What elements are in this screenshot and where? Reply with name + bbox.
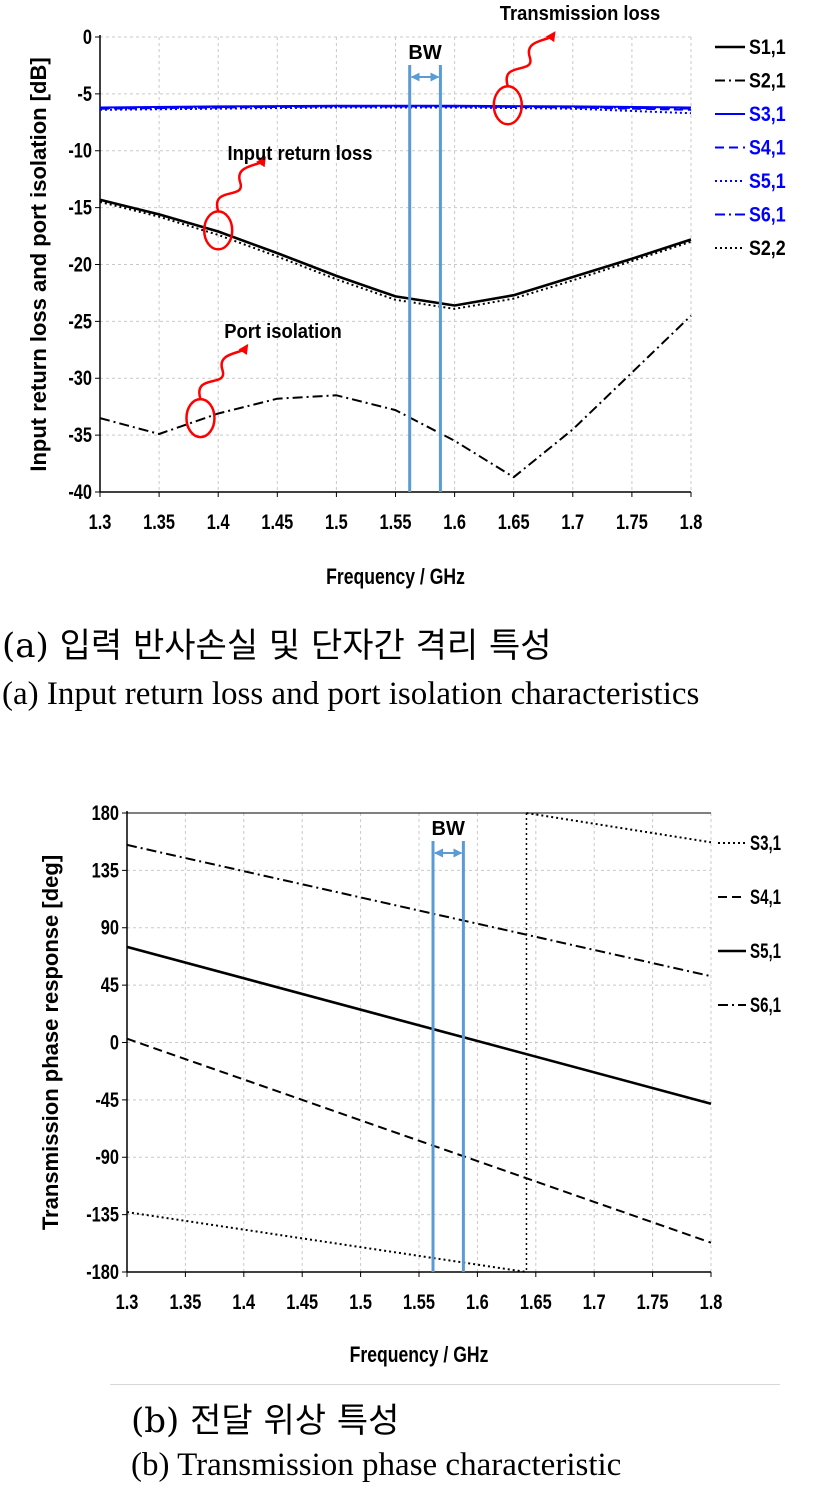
chart1-series-S1-1-line: [99, 198, 692, 307]
chart1-annotation-label: Port isolation: [224, 321, 341, 343]
chart1-y-tick-label: -35: [68, 423, 92, 446]
chart2-x-tick-label: 1.6: [466, 1290, 489, 1313]
chart1-annotation-label: Input return loss: [227, 143, 372, 165]
chart1-series-S5-1-line: [99, 106, 692, 115]
chart1-annotation-arrow: [198, 343, 249, 400]
chart1-x-tick-label: 1.45: [261, 510, 293, 533]
chart1-x-tick-label: 1.3: [89, 510, 112, 533]
chart1-x-tick-label: 1.5: [325, 510, 348, 533]
chart1-x-tick-label: 1.7: [561, 510, 584, 533]
chart2-y-tick-label: -135: [86, 1203, 119, 1226]
chart2-y-tick-label: -45: [95, 1088, 119, 1111]
chart2-x-tick-label: 1.35: [169, 1290, 201, 1313]
chart1-y-tick-label: -15: [68, 196, 92, 219]
chart2-legend-label: S4,1: [750, 884, 781, 908]
chart2-y-tick-label: 180: [92, 801, 119, 824]
chart1-y-tick-label: -30: [68, 366, 92, 389]
chart1-legend-label: S2,2: [749, 237, 786, 261]
chart2-x-tick-label: 1.3: [116, 1290, 139, 1313]
caption-a-english: (a) Input return loss and port isolation…: [2, 676, 700, 712]
chart1-annotation-circle: [185, 397, 216, 439]
chart1-y-tick-label: -25: [68, 309, 92, 332]
caption-b-korean: (b) 전달 위상 특성: [131, 1401, 400, 1441]
chart2-legend-label: S5,1: [750, 938, 781, 962]
chart2-legend-label: S3,1: [750, 830, 781, 854]
chart1-x-tick-label: 1.35: [143, 510, 175, 533]
chart2-y-tick-label: -90: [95, 1145, 119, 1168]
chart1-legend-label: S3,1: [749, 103, 786, 127]
chart1-series-S2-1-line: [99, 314, 692, 479]
chart1-y-tick-label: -5: [77, 82, 92, 105]
chart1-bw-label: BW: [408, 42, 441, 64]
chart2-y-tick-label: 90: [101, 916, 119, 939]
chart1-y-tick-label: -40: [68, 480, 92, 503]
chart1-series-S2-2-line: [99, 200, 692, 310]
chart2-bw-label: BW: [432, 818, 465, 840]
chart2-series-S4-1-line: [126, 1037, 712, 1244]
chart2-x-tick-label: 1.65: [520, 1290, 552, 1313]
chart1-annotation-arrow: [505, 31, 556, 87]
chart1-x-tick-label: 1.55: [380, 510, 412, 533]
chart1-annotation-label: Transmission loss: [500, 3, 660, 25]
chart2-series-S3-1-line: [126, 1211, 527, 1273]
caption-b-english: (b) Transmission phase characteristic: [131, 1447, 622, 1483]
chart1-x-axis-label: Frequency / GHz: [326, 565, 465, 589]
chart2-x-tick-label: 1.5: [349, 1290, 372, 1313]
chart1-y-tick-label: -20: [68, 253, 92, 276]
chart1-x-tick-label: 1.4: [207, 510, 230, 533]
chart2-y-axis-label: Transmission phase response [deg]: [38, 855, 63, 1230]
chart2-series-S5-1-line: [126, 945, 712, 1105]
chart2-y-tick-label: 135: [92, 858, 119, 881]
chart1-legend-label: S4,1: [749, 136, 786, 160]
chart1-legend-label: S1,1: [749, 36, 786, 60]
chart1-y-axis-label: Input return loss and port isolation [dB…: [26, 57, 51, 471]
chart2-y-tick-label: 0: [110, 1031, 119, 1054]
chart1-x-tick-label: 1.8: [680, 510, 703, 533]
chart1-series-S6-1-line: [99, 105, 692, 110]
chart2-x-tick-label: 1.55: [403, 1290, 435, 1313]
chart1-x-tick-label: 1.65: [498, 510, 530, 533]
chart1-legend-label: S5,1: [749, 170, 786, 194]
chart1-legend-label: S2,1: [749, 69, 786, 93]
chart2-x-axis-label: Frequency / GHz: [350, 1343, 489, 1367]
chart2-y-tick-label: 45: [101, 973, 119, 996]
chart2-x-tick-label: 1.75: [637, 1290, 669, 1313]
chart2-x-tick-label: 1.8: [700, 1290, 723, 1313]
chart1-legend-label: S6,1: [749, 203, 786, 227]
chart1-x-tick-label: 1.6: [443, 510, 466, 533]
chart2-x-tick-label: 1.4: [232, 1290, 255, 1313]
chart1-y-tick-label: 0: [83, 25, 92, 48]
chart2-x-tick-label: 1.45: [286, 1290, 318, 1313]
chart1-y-tick-label: -10: [68, 139, 92, 162]
chart1-x-tick-label: 1.75: [616, 510, 648, 533]
chart1-annotation-arrow: [215, 156, 266, 212]
chart2-x-tick-label: 1.7: [583, 1290, 606, 1313]
chart2-series-S3-1-line: [526, 812, 712, 844]
divider: [110, 1384, 780, 1385]
caption-a-korean: (a) 입력 반사손실 및 단자간 격리 특성: [2, 626, 552, 666]
chart2-legend-label: S6,1: [750, 992, 781, 1016]
chart2-y-tick-label: -180: [86, 1260, 119, 1283]
